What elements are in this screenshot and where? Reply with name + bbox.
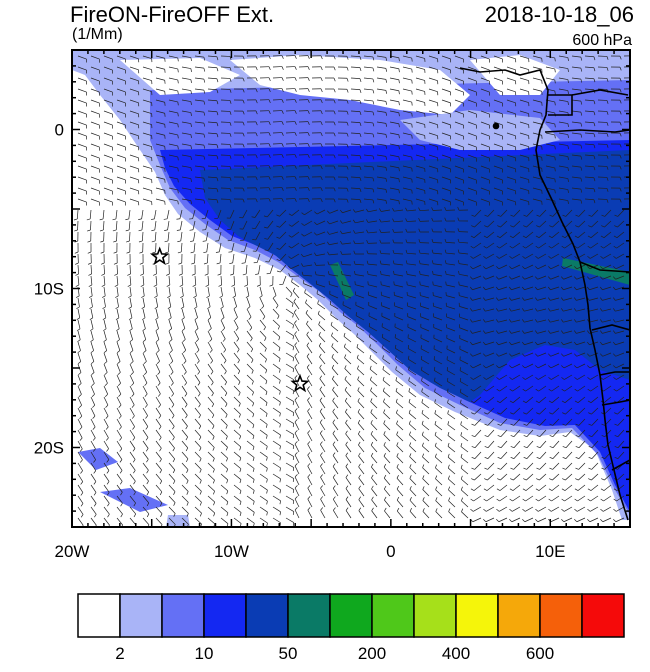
colorbar-box <box>456 594 498 637</box>
colorbar-box <box>330 594 372 637</box>
lat-tick-label: 10S <box>34 280 64 299</box>
colorbar: 2 10 50 200 400 600 <box>78 594 624 663</box>
colorbar-box <box>246 594 288 637</box>
colorbar-label: 400 <box>442 644 470 663</box>
lon-tick-label: 0 <box>386 542 395 561</box>
colorbar-box <box>540 594 582 637</box>
colorbar-box <box>582 594 624 637</box>
colorbar-box <box>204 594 246 637</box>
island-dot <box>494 124 499 129</box>
shade-patch-sw-3 <box>166 515 190 527</box>
lat-tick-label: 20S <box>34 439 64 458</box>
lon-tick-label: 10E <box>535 542 565 561</box>
colorbar-label: 2 <box>115 644 124 663</box>
colorbar-box <box>162 594 204 637</box>
colorbar-box <box>78 594 120 637</box>
colorbar-box <box>372 594 414 637</box>
colorbar-label: 10 <box>195 644 214 663</box>
colorbar-box <box>498 594 540 637</box>
colorbar-box <box>414 594 456 637</box>
colorbar-box <box>288 594 330 637</box>
colorbar-label: 600 <box>526 644 554 663</box>
colorbar-box <box>120 594 162 637</box>
colorbar-label: 200 <box>358 644 386 663</box>
colorbar-label: 50 <box>279 644 298 663</box>
extinction-shading <box>72 50 630 527</box>
lat-tick-label: 0 <box>55 121 64 140</box>
lon-tick-label: 10W <box>214 542 249 561</box>
lon-tick-label: 20W <box>55 542 90 561</box>
